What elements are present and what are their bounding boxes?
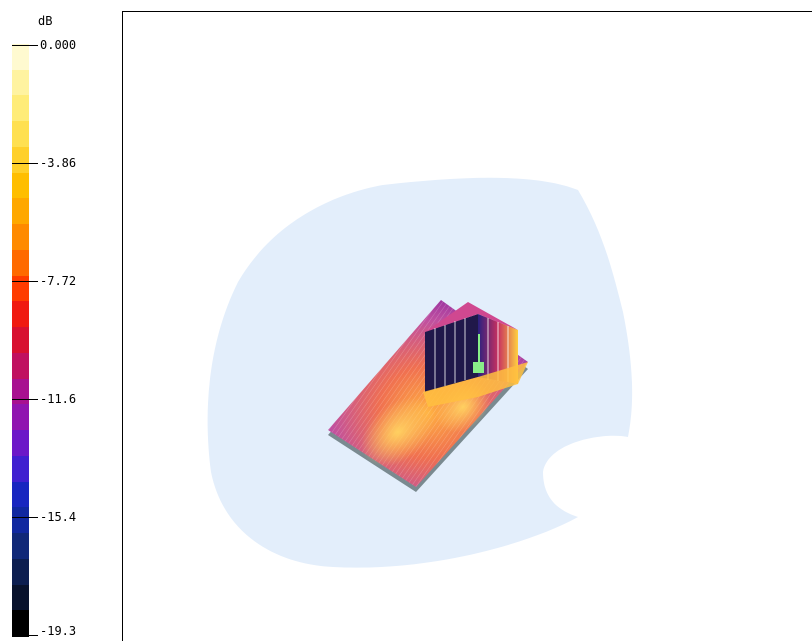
colorbar-tick-label: -3.86	[40, 156, 77, 170]
colorbar-band	[12, 430, 29, 457]
colorbar-band	[12, 95, 29, 122]
colorbar-tick	[12, 517, 38, 518]
colorbar-band	[12, 533, 29, 560]
colorbar-tick-label: -19.3	[40, 624, 77, 638]
colorbar-band	[12, 507, 29, 534]
colorbar-band	[12, 455, 29, 483]
colorbar-band	[12, 249, 29, 277]
colorbar-band	[12, 146, 29, 174]
colorbar-band	[12, 327, 29, 354]
colorbar-band	[12, 44, 29, 71]
colorbar-band	[12, 558, 29, 586]
module-rim	[423, 362, 528, 407]
colorbar-tick-label: -11.6	[40, 392, 77, 406]
hotspot-lower	[361, 397, 435, 467]
colorbar-band	[12, 224, 29, 251]
colorbar-band	[12, 610, 29, 637]
colorbar-gradient	[12, 44, 29, 637]
colorbar-tick	[12, 635, 38, 636]
3d-viewport[interactable]	[122, 11, 812, 641]
colorbar-band	[12, 275, 29, 302]
colorbar-band	[12, 404, 29, 431]
probe-marker	[473, 362, 484, 373]
module-top	[425, 302, 518, 332]
field-plot-scene	[207, 177, 633, 568]
colorbar-tick-label: -15.4	[40, 510, 77, 524]
colorbar-tick	[12, 163, 38, 164]
colorbar-band	[12, 172, 29, 200]
colorbar-band	[12, 352, 29, 380]
colorbar-tick-label: 0.000	[40, 38, 77, 52]
colorbar-tick-label: -7.72	[40, 274, 77, 288]
colorbar-tick	[12, 45, 38, 46]
colorbar-band	[12, 69, 29, 97]
colorbar-band	[12, 481, 29, 508]
colorbar-band	[12, 121, 29, 148]
colorbar-tick	[12, 399, 38, 400]
colorbar-legend: dB 0.000 -3.86 -7.72 -11.6 -15.4 -19.3	[0, 0, 120, 641]
colorbar-band	[12, 198, 29, 225]
colorbar-unit-label: dB	[38, 14, 53, 28]
colorbar-tick	[12, 281, 38, 282]
colorbar-band	[12, 378, 29, 405]
colorbar-band	[12, 584, 29, 611]
colorbar-band	[12, 301, 29, 328]
